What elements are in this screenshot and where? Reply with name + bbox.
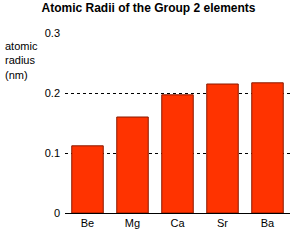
svg-text:0.3: 0.3 (45, 27, 60, 39)
svg-text:Be: Be (81, 217, 94, 229)
svg-text:Ca: Ca (170, 217, 185, 229)
svg-text:0.2: 0.2 (45, 87, 60, 99)
svg-text:Sr: Sr (217, 217, 228, 229)
svg-text:Ba: Ba (261, 217, 275, 229)
svg-text:0: 0 (54, 207, 60, 219)
svg-text:Atomic Radii of the Group 2 el: Atomic Radii of the Group 2 elements (41, 1, 255, 15)
svg-text:atomicradius(nm): atomicradius(nm) (5, 40, 38, 81)
svg-text:0.1: 0.1 (45, 147, 60, 159)
svg-text:Mg: Mg (125, 217, 140, 229)
